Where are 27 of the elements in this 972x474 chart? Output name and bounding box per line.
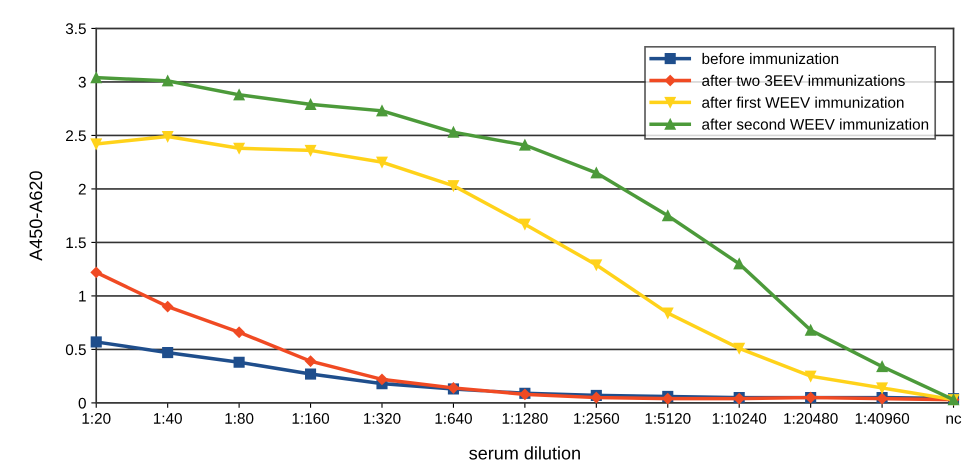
y-tick-label: 1.5	[66, 237, 86, 248]
x-tick-label: 1:5120	[646, 413, 691, 424]
x-tick-label: 1:2560	[574, 413, 620, 424]
y-axis-title: A450-A620	[29, 171, 42, 261]
legend-label: after second WEEV immunization	[702, 118, 928, 130]
x-tick-label: 1:20	[82, 413, 110, 424]
x-tick-label: 1:40960	[856, 413, 910, 424]
x-tick-label: 1:10240	[712, 413, 766, 424]
y-tick-label: 0.5	[66, 344, 86, 356]
x-tick-label: nc	[946, 415, 962, 424]
x-tick-label: 1:640	[435, 413, 472, 424]
legend-label: before immunization	[702, 52, 838, 64]
legend-label: after first WEEV immunization	[702, 96, 904, 108]
x-tick-label: 1:320	[364, 413, 401, 424]
x-tick-label: 1:20480	[784, 413, 838, 424]
y-tick-label: 3	[78, 76, 86, 88]
legend-label: after two 3EEV immunizations	[702, 74, 905, 86]
x-tick-label: 1:40	[154, 413, 182, 424]
y-tick-label: 2	[78, 184, 86, 194]
y-tick-label: 1	[79, 290, 86, 302]
x-axis-title: serum dilution	[469, 446, 580, 460]
x-tick-label: 1:1280	[502, 413, 548, 424]
x-tick-label: 1:160	[292, 413, 330, 424]
y-tick-label: 0	[78, 398, 86, 409]
y-tick-label: 3.5	[66, 23, 86, 34]
y-tick-label: 2.5	[66, 130, 86, 142]
x-tick-label: 1:80	[225, 413, 254, 424]
